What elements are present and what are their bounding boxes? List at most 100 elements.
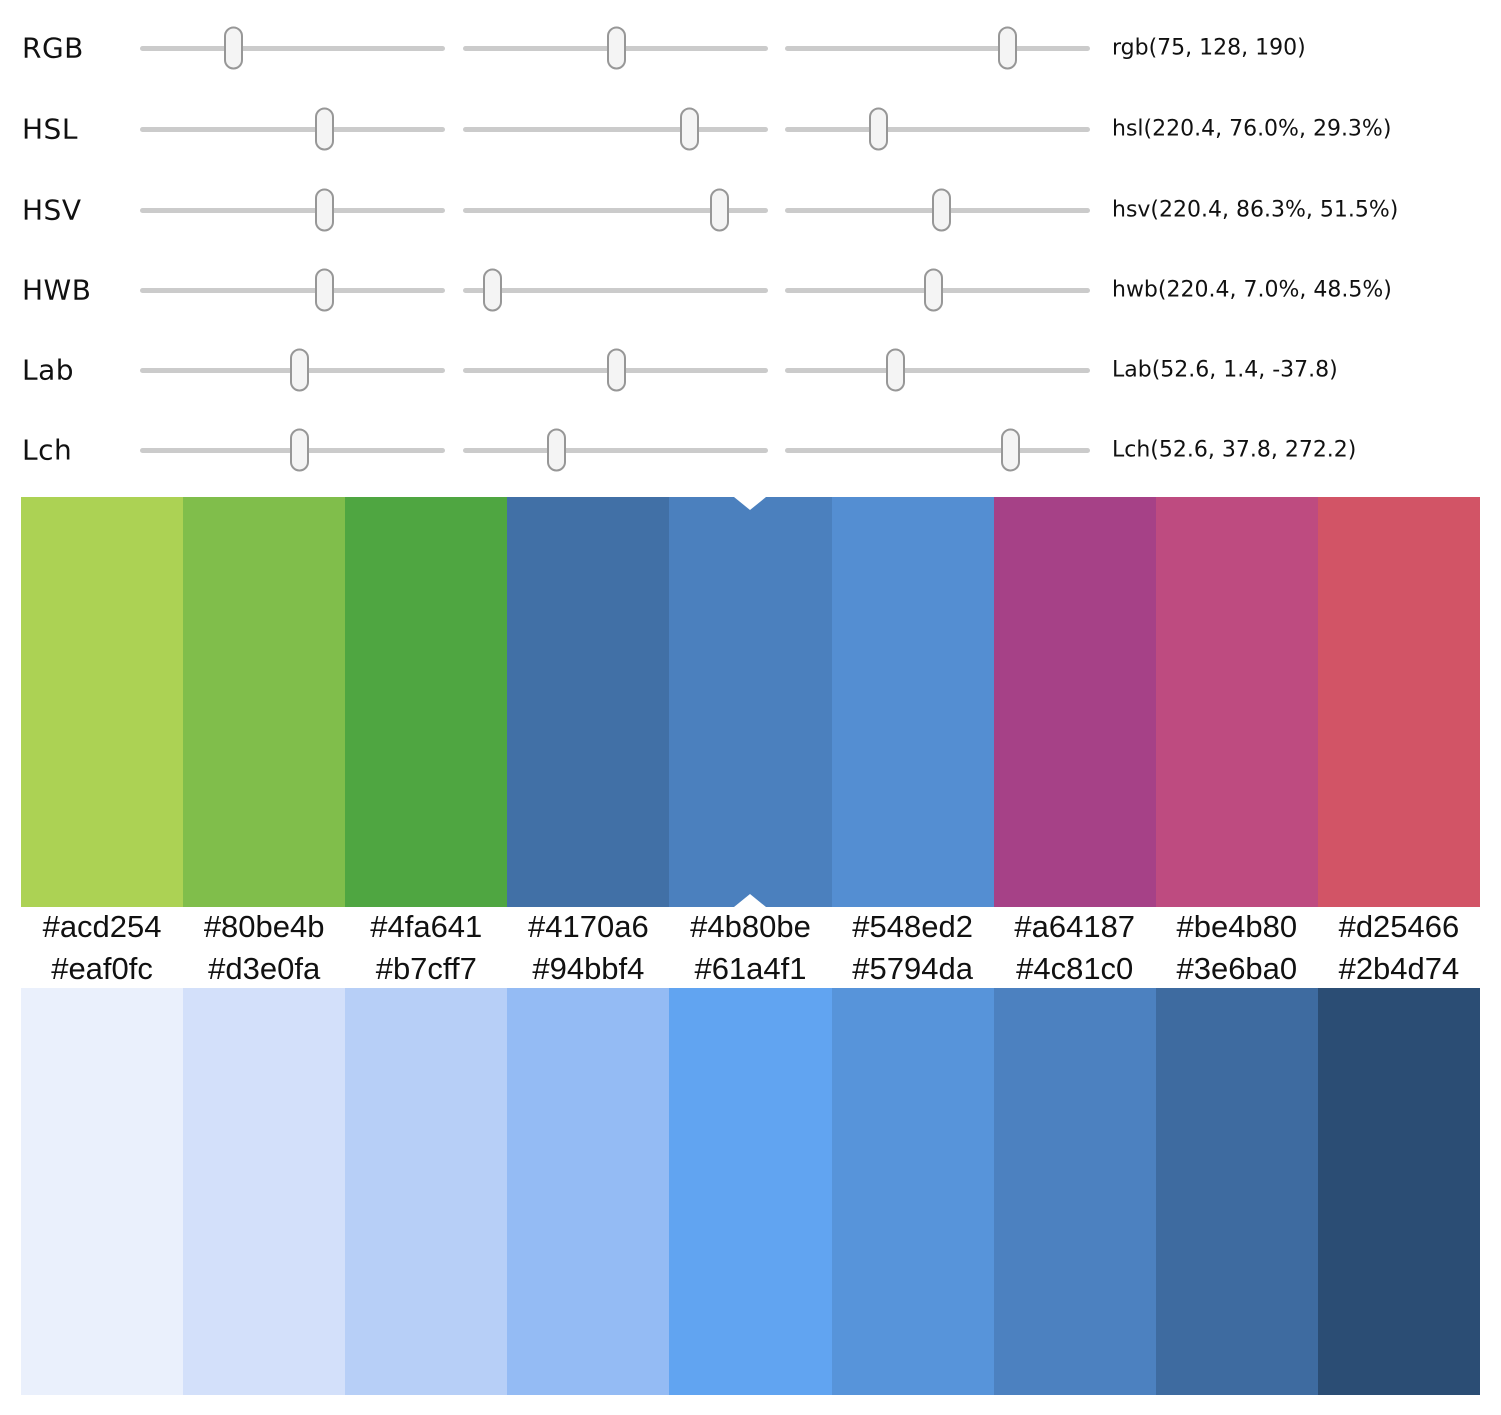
swatch-hex-label: #acd254 [42,909,162,944]
slider-handle[interactable] [224,26,244,70]
swatch-hex-label: #5794da [852,951,973,986]
swatch-top-8[interactable] [1317,497,1480,907]
slider-row-lab: Lab Lab(52.6, 1.4, -37.8) [0,330,1501,410]
swatch-top-2[interactable] [345,497,508,907]
slider-value-hsv: hsv(220.4, 86.3%, 51.5%) [1112,197,1399,223]
swatch-bottom-4[interactable] [669,988,832,1395]
slider-row-label-rgb: RGB [22,31,84,65]
swatch-bottom-5[interactable] [831,988,994,1395]
slider-track[interactable] [463,126,768,132]
slider-hsl-channel-2[interactable] [463,89,768,169]
slider-hwb-channel-2[interactable] [463,250,768,330]
slider-track[interactable] [140,207,445,213]
slider-handle[interactable] [1001,428,1021,472]
slider-track[interactable] [785,367,1090,373]
slider-value-hsl: hsl(220.4, 76.0%, 29.3%) [1112,116,1392,142]
swatch-hex-label: #4170a6 [528,909,649,944]
swatch-bottom-8[interactable] [1317,988,1480,1395]
swatch-top-6[interactable] [993,497,1156,907]
slider-row-label-hsv: HSV [22,193,82,227]
slider-track[interactable] [140,45,445,51]
slider-lab-channel-2[interactable] [463,330,768,410]
slider-hsv-channel-2[interactable] [463,170,768,250]
swatch-top-4-selected[interactable] [669,497,832,907]
slider-row-hsl: HSL hsl(220.4, 76.0%, 29.3%) [0,89,1501,169]
slider-hwb-channel-1[interactable] [140,250,445,330]
swatch-hex-label: #a64187 [1014,909,1136,944]
slider-row-label-lab: Lab [22,353,75,387]
slider-track[interactable] [463,287,768,293]
slider-handle[interactable] [315,107,334,151]
slider-track[interactable] [785,447,1090,453]
slider-value-lab: Lab(52.6, 1.4, -37.8) [1112,357,1338,383]
swatch-bottom-6[interactable] [993,988,1156,1395]
slider-handle[interactable] [606,26,626,70]
slider-row-label-hwb: HWB [22,273,92,307]
palette-top-strip [21,497,1480,907]
slider-value-rgb: rgb(75, 128, 190) [1112,35,1306,61]
swatch-hex-label: #d25466 [1338,909,1460,944]
swatch-top-5[interactable] [831,497,994,907]
slider-handle[interactable] [290,348,310,392]
slider-handle[interactable] [923,268,943,312]
swatch-bottom-0[interactable] [21,988,184,1395]
slider-track[interactable] [785,45,1090,51]
selection-notch-bottom [734,894,767,907]
swatch-hex-label: #4fa641 [370,909,483,944]
slider-track[interactable] [785,126,1090,132]
slider-handle[interactable] [315,268,334,312]
slider-row-hwb: HWB hwb(220.4, 7.0%, 48.5%) [0,250,1501,330]
swatch-hex-label: #4b80be [690,909,811,944]
slider-handle[interactable] [315,188,334,232]
slider-handle[interactable] [932,188,952,232]
slider-handle[interactable] [547,428,567,472]
swatch-hex-label: #4c81c0 [1016,951,1134,986]
slider-lch-channel-1[interactable] [140,410,445,490]
swatch-bottom-7[interactable] [1155,988,1318,1395]
slider-handle[interactable] [868,107,888,151]
swatch-bottom-2[interactable] [345,988,508,1395]
slider-handle[interactable] [885,348,905,392]
swatch-hex-label: #80be4b [203,909,325,944]
slider-handle[interactable] [709,188,729,232]
slider-hsv-channel-3[interactable] [785,170,1090,250]
slider-lab-channel-1[interactable] [140,330,445,410]
swatch-top-1[interactable] [183,497,346,907]
slider-row-label-hsl: HSL [22,112,78,146]
slider-track[interactable] [463,207,768,213]
slider-row-rgb: RGB rgb(75, 128, 190) [0,8,1501,88]
swatch-bottom-1[interactable] [183,988,346,1395]
swatch-hex-label: #eaf0fc [51,951,153,986]
swatch-hex-label: #548ed2 [852,909,973,944]
slider-hsl-channel-3[interactable] [785,89,1090,169]
slider-track[interactable] [140,126,445,132]
slider-lab-channel-3[interactable] [785,330,1090,410]
slider-handle[interactable] [680,107,700,151]
slider-handle[interactable] [483,268,502,312]
swatch-hex-label: #b7cff7 [375,951,477,986]
slider-row-hsv: HSV hsv(220.4, 86.3%, 51.5%) [0,170,1501,250]
slider-rgb-channel-2[interactable] [463,8,768,88]
slider-hwb-channel-3[interactable] [785,250,1090,330]
slider-rgb-channel-3[interactable] [785,8,1090,88]
slider-lch-channel-3[interactable] [785,410,1090,490]
slider-handle[interactable] [290,428,310,472]
slider-hsv-channel-1[interactable] [140,170,445,250]
slider-handle[interactable] [998,26,1018,70]
slider-track[interactable] [140,287,445,293]
swatch-top-3[interactable] [507,497,670,907]
slider-rgb-channel-1[interactable] [140,8,445,88]
swatch-hex-label: #2b4d74 [1338,951,1460,986]
slider-handle[interactable] [607,348,627,392]
palette-bottom-strip [21,988,1480,1395]
slider-track[interactable] [463,447,768,453]
swatch-bottom-3[interactable] [507,988,670,1395]
swatch-top-0[interactable] [21,497,184,907]
swatch-top-7[interactable] [1155,497,1318,907]
slider-lch-channel-2[interactable] [463,410,768,490]
swatch-hex-label: #be4b80 [1176,909,1298,944]
slider-row-label-lch: Lch [22,433,73,467]
slider-hsl-channel-1[interactable] [140,89,445,169]
swatch-hex-label: #3e6ba0 [1176,951,1298,986]
swatch-hex-label: #94bbf4 [532,951,645,986]
